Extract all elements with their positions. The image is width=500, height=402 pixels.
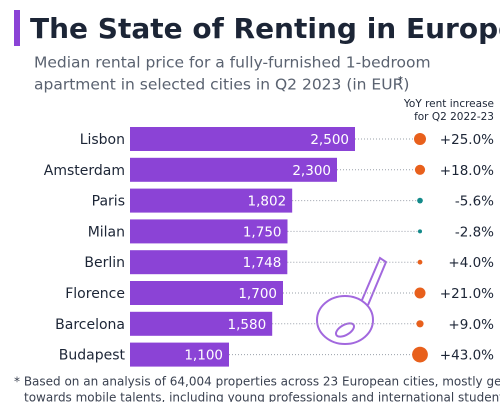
- value-label: 1,748: [243, 255, 282, 271]
- bar: [130, 311, 273, 336]
- value-label: 2,500: [310, 132, 349, 148]
- key-illustration: [316, 256, 388, 345]
- category-label: Florence: [65, 286, 125, 302]
- value-label: 1,100: [184, 348, 223, 364]
- value-label: 2,300: [292, 163, 331, 179]
- yoy-dot: [416, 320, 424, 328]
- category-label: Berlin: [84, 255, 125, 271]
- yoy-dot: [414, 133, 426, 145]
- yoy-dot: [417, 259, 423, 265]
- yoy-label: +4.0%: [448, 255, 494, 271]
- bar: [130, 157, 337, 182]
- yoy-label: +25.0%: [440, 132, 494, 148]
- chart-title: The State of Renting in Europe: [30, 12, 500, 45]
- value-label: 1,700: [238, 286, 277, 302]
- subtitle-note: *: [398, 75, 403, 86]
- accent-bar: [14, 10, 20, 46]
- yoy-dot: [417, 197, 423, 204]
- yoy-label: -5.6%: [455, 194, 494, 210]
- yoy-dot: [412, 346, 428, 363]
- bar: [130, 127, 355, 151]
- bar: [130, 281, 283, 305]
- subtitle: Median rental price for a fully-furnishe…: [34, 54, 431, 72]
- category-label: Paris: [92, 194, 125, 210]
- yoy-label: +18.0%: [440, 163, 494, 179]
- category-label: Amsterdam: [44, 163, 125, 179]
- yoy-label: +21.0%: [440, 286, 494, 302]
- value-label: 1,750: [243, 224, 282, 240]
- subtitle: apartment in selected cities in Q2 2023 …: [34, 76, 409, 94]
- bar: [130, 219, 288, 244]
- value-label: 1,802: [248, 194, 287, 210]
- yoy-header: for Q2 2022-23: [414, 111, 494, 123]
- yoy-label: -2.8%: [455, 224, 494, 240]
- yoy-dot: [414, 164, 426, 175]
- value-label: 1,580: [228, 317, 267, 333]
- category-label: Budapest: [59, 348, 126, 364]
- category-label: Milan: [88, 224, 125, 240]
- bar: [130, 188, 293, 213]
- category-label: Barcelona: [55, 317, 125, 333]
- yoy-label: +43.0%: [440, 348, 494, 364]
- bar: [130, 342, 229, 367]
- category-label: Lisbon: [80, 132, 125, 148]
- bar: [130, 250, 288, 275]
- yoy-dot: [417, 229, 423, 234]
- footnote: towards mobile talents, including young …: [24, 391, 500, 402]
- yoy-header: YoY rent increase: [403, 98, 494, 110]
- yoy-dot: [414, 287, 426, 299]
- footnote: * Based on an analysis of 64,004 propert…: [14, 375, 500, 389]
- yoy-label: +9.0%: [448, 317, 494, 333]
